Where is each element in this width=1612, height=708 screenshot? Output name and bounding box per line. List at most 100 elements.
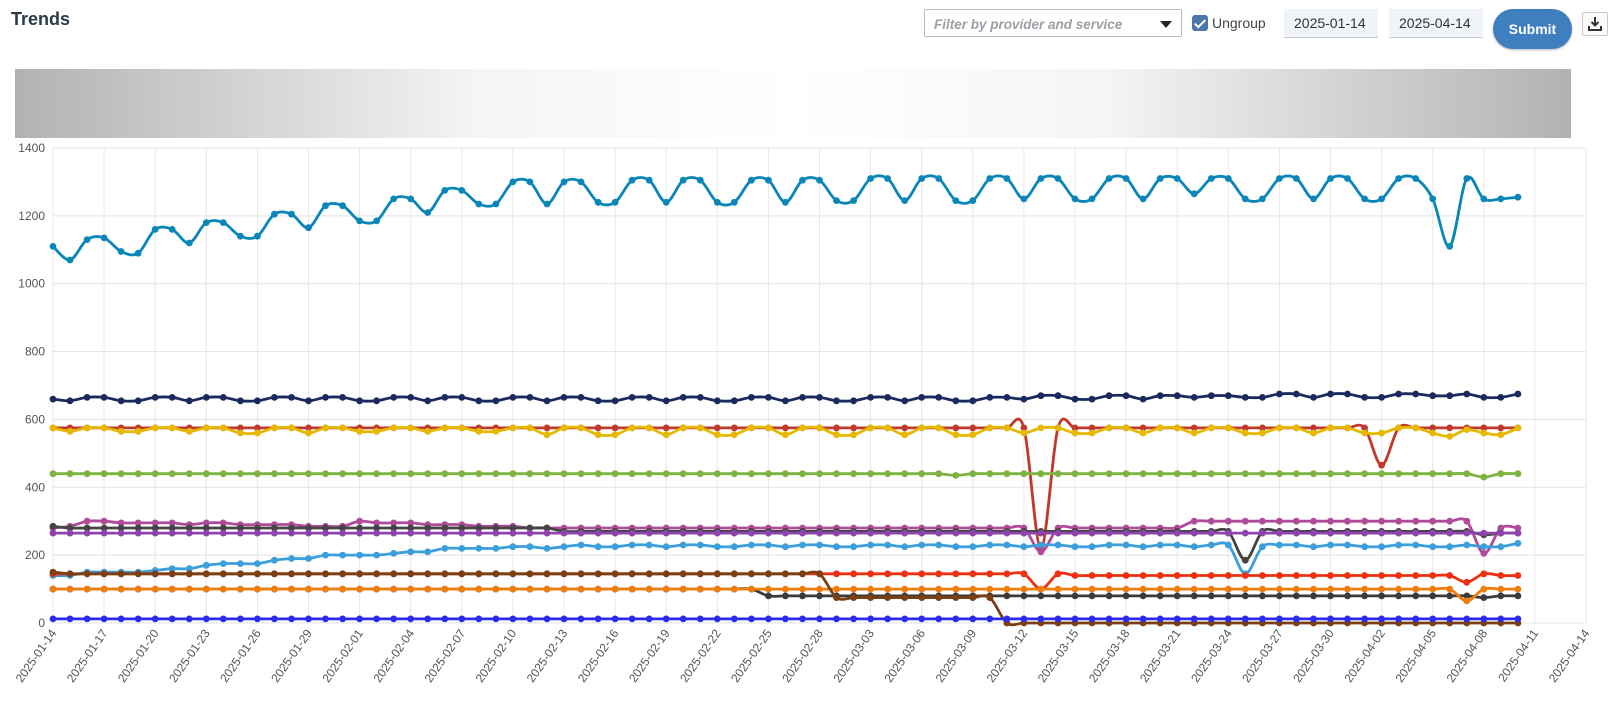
y-tick-label: 200 [25,548,45,562]
data-point [1003,541,1011,549]
data-point [765,570,772,578]
data-point [1105,541,1113,549]
data-point [168,615,176,623]
data-point [696,424,704,432]
data-point [390,394,398,401]
data-point [1122,470,1130,478]
data-point [1241,585,1249,593]
caret-down-icon[interactable] [1160,21,1172,28]
data-point [1344,424,1351,432]
data-point [628,470,636,478]
data-point [543,585,551,593]
data-point [782,198,789,206]
data-point [1020,592,1028,600]
data-point [237,524,244,532]
x-tick-label: 2025-03-24 [1188,626,1235,685]
data-point [1037,615,1045,623]
data-point [1412,390,1420,398]
data-point [1327,424,1334,432]
data-point [645,615,653,623]
data-point [1259,394,1266,401]
x-tick-label: 2025-04-14 [1546,626,1593,685]
data-point [100,424,108,432]
data-point [1105,592,1113,600]
data-point [594,585,602,593]
data-point [271,570,278,578]
checkbox-box[interactable] [1192,15,1208,31]
data-point [1207,572,1215,579]
data-point [305,470,312,478]
data-point [1190,517,1198,525]
data-point [850,197,857,204]
data-point [185,585,193,593]
data-point [765,541,772,549]
start-date-input[interactable]: 2025-01-14 [1284,9,1378,38]
data-point [1207,592,1215,600]
data-point [782,529,789,537]
data-point [1446,517,1454,525]
data-point [850,424,857,432]
data-point [1412,517,1420,525]
data-point [969,529,977,537]
data-point [1395,585,1402,593]
data-point [1361,429,1368,437]
data-point [185,470,193,478]
data-point [1122,615,1130,623]
data-point [441,524,449,532]
data-point [662,470,670,478]
data-point [952,585,960,593]
data-point [1514,539,1522,547]
data-point [679,176,687,184]
data-point [202,570,210,578]
data-point [1156,529,1164,537]
data-point [1429,543,1437,551]
data-point [935,175,943,182]
data-point [1190,543,1198,551]
data-point [254,585,261,593]
data-point [117,397,125,405]
chart-navigator[interactable] [15,69,1571,138]
data-point [1020,429,1028,437]
data-point [1207,470,1215,478]
download-button[interactable] [1582,12,1608,36]
data-point [1497,470,1505,478]
data-point [901,197,909,204]
data-point [356,517,363,525]
data-point [1122,424,1130,432]
data-point [1446,529,1454,537]
data-point [679,394,687,401]
data-point [1259,615,1266,623]
data-point [1173,470,1181,478]
data-point [1276,615,1283,623]
data-point [748,470,755,478]
end-date-input[interactable]: 2025-04-14 [1389,9,1483,38]
data-point [1497,524,1505,532]
data-point [1395,470,1402,478]
data-point [560,529,568,537]
data-point [373,585,380,593]
data-point [1224,175,1232,182]
data-point [1412,541,1420,549]
provider-service-filter[interactable]: Filter by provider and service [924,9,1182,37]
data-point [475,427,483,435]
data-point [1480,529,1488,537]
data-point [833,470,840,478]
data-point [782,431,789,439]
data-point [288,424,295,432]
data-point [1378,429,1385,437]
data-point [458,524,466,532]
data-point [134,615,142,623]
data-point [1327,390,1334,398]
data-point [713,424,721,432]
data-point [322,424,329,432]
data-point [730,543,738,551]
data-point [117,519,125,527]
data-point [1241,592,1249,600]
series-11 [49,585,1522,605]
data-point [901,431,909,439]
data-point [407,394,415,401]
data-point [1054,175,1062,182]
data-point [254,429,261,437]
submit-button[interactable]: Submit [1493,9,1572,49]
